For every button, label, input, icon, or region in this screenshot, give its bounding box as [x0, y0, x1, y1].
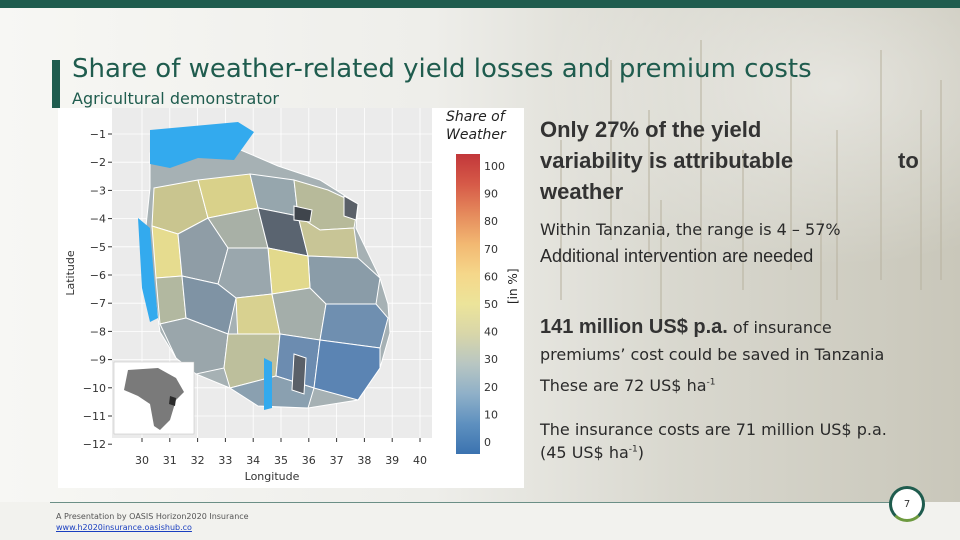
x-tick-label: 35	[274, 454, 288, 467]
colorbar-unit: [in %]	[506, 268, 520, 304]
grass-stalk	[700, 40, 702, 260]
costs-line1: The insurance costs are 71 million US$ p…	[540, 420, 887, 439]
top-brand-bar	[0, 0, 960, 8]
lake-tanganyika	[138, 218, 158, 322]
headline-to: to	[898, 148, 919, 173]
footer: A Presentation by OASIS Horizon2020 Insu…	[56, 511, 249, 533]
map-svg: Latitude Longitude −1 −2 −3 −4 −5 −6 −7 −8 −9 −10…	[64, 108, 505, 483]
colorbar-tick-label: 80	[484, 215, 498, 228]
colorbar-tick-label: 100	[484, 160, 505, 173]
y-tick-label: −12	[83, 438, 106, 451]
x-tick-label: 38	[357, 454, 371, 467]
slide-subtitle: Agricultural demonstrator	[72, 89, 279, 108]
headline-main: Only 27% of the yield variability is att…	[540, 117, 794, 173]
grass-stalk	[880, 50, 882, 280]
colorbar-tick-label: 50	[484, 298, 498, 311]
colorbar-gradient	[456, 154, 480, 454]
headline-end: weather	[540, 179, 624, 204]
y-tick-label: −8	[90, 325, 106, 338]
x-tick-label: 36	[302, 454, 316, 467]
x-tick-label: 34	[246, 454, 260, 467]
y-tick-label: −4	[90, 213, 106, 226]
y-tick-label: −9	[90, 354, 106, 367]
per-ha-prefix: These are 72 US$ ha	[540, 376, 707, 395]
y-tick-label: −1	[90, 128, 106, 141]
x-tick-label: 33	[218, 454, 232, 467]
lake-nyasa	[264, 358, 272, 410]
per-ha-sup: -1	[706, 377, 716, 388]
grass-stalk	[560, 140, 562, 300]
per-ha-text: These are 72 US$ ha-1	[540, 376, 716, 395]
y-tick-label: −5	[90, 241, 106, 254]
y-tick-label: −6	[90, 269, 106, 282]
tanzania-inset-highlight	[169, 396, 176, 406]
colorbar-ticks: 0 10 20 30 40 50 60 70 80 90 100	[484, 160, 505, 449]
x-tick-label: 37	[330, 454, 344, 467]
title-accent-bar	[52, 60, 60, 108]
grass-stalk	[660, 200, 662, 320]
grass-stalk	[920, 110, 922, 290]
grass-stalk	[940, 80, 942, 280]
tanzania-regions	[145, 147, 391, 409]
y-tick-label: −7	[90, 297, 106, 310]
grass-stalk	[836, 130, 838, 300]
tanzania-map-figure: Latitude Longitude −1 −2 −3 −4 −5 −6 −7 −8 −9 −10…	[58, 108, 524, 488]
colorbar-title: Share of Weather	[446, 108, 506, 144]
colorbar-tick-label: 10	[484, 408, 498, 421]
y-tick-label: −2	[90, 156, 106, 169]
page-number-badge: 7	[889, 486, 925, 522]
colorbar-tick-label: 0	[484, 436, 491, 449]
colorbar-tick-label: 60	[484, 270, 498, 283]
x-tick-label: 39	[385, 454, 399, 467]
footer-link[interactable]: www.h2020insurance.oasishub.co	[56, 523, 192, 532]
colorbar-tick-label: 40	[484, 326, 498, 339]
y-axis-ticks: −1 −2 −3 −4 −5 −6 −7 −8 −9 −10 −11 −12	[83, 128, 112, 451]
grass-stalk	[820, 220, 822, 330]
intervention-text: Additional intervention are needed	[540, 246, 814, 266]
y-tick-label: −11	[83, 410, 106, 423]
colorbar-tick-label: 20	[484, 381, 498, 394]
colorbar-title-line1: Share of	[446, 109, 505, 125]
grass-stalk	[610, 60, 612, 240]
colorbar-tick-label: 90	[484, 188, 498, 201]
x-tick-label: 40	[413, 454, 427, 467]
savings-text: 141 million US$ p.a. of insurance	[540, 316, 832, 339]
x-axis-ticks: 30 31 32 33 34 35 36 37 38 39 40	[135, 438, 427, 467]
costs-sup: -1	[628, 444, 638, 455]
lake-victoria	[150, 122, 254, 168]
footer-credit: A Presentation by OASIS Horizon2020 Insu…	[56, 512, 249, 521]
grass-stalk	[648, 110, 650, 260]
grass-stalk	[742, 150, 744, 290]
costs-line2: (45 US$ ha-1)	[540, 443, 644, 462]
y-tick-label: −10	[83, 382, 106, 395]
y-axis-label: Latitude	[64, 250, 77, 296]
range-text: Within Tanzania, the range is 4 – 57%	[540, 220, 841, 239]
costs-suffix: )	[637, 443, 644, 462]
colorbar	[456, 154, 480, 454]
savings-rest: of insurance	[727, 318, 832, 337]
x-tick-label: 32	[191, 454, 205, 467]
x-tick-label: 30	[135, 454, 149, 467]
footer-divider	[50, 502, 910, 503]
colorbar-title-line2: Weather	[446, 127, 506, 143]
slide-title: Share of weather-related yield losses an…	[72, 54, 812, 84]
costs-prefix: (45 US$ ha	[540, 443, 629, 462]
colorbar-tick-label: 30	[484, 353, 498, 366]
y-tick-label: −3	[90, 184, 106, 197]
headline: Only 27% of the yield variability is att…	[540, 114, 940, 207]
x-tick-label: 31	[163, 454, 177, 467]
grass-stalk	[790, 70, 792, 270]
savings-bold: 141 million US$ p.a.	[540, 316, 728, 338]
africa-silhouette	[124, 368, 184, 430]
x-axis-label: Longitude	[245, 470, 300, 483]
colorbar-tick-label: 70	[484, 243, 498, 256]
savings-line2: premiums’ cost could be saved in Tanzani…	[540, 345, 885, 364]
